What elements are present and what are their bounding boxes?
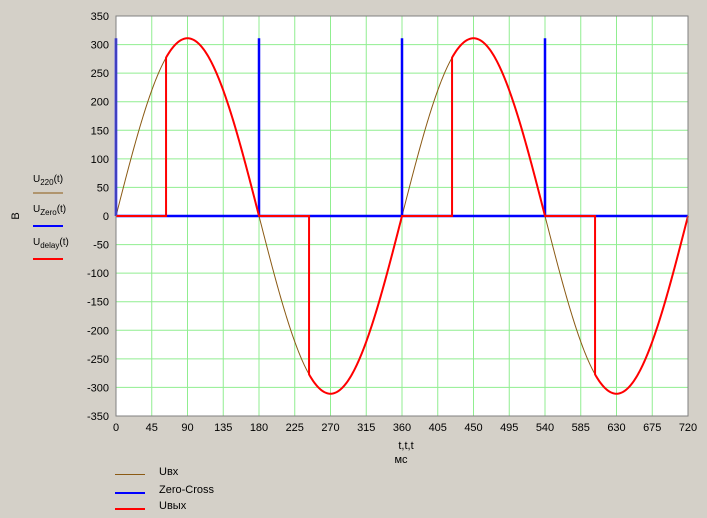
x-axis-label: t,t,t xyxy=(398,440,413,452)
y-tick-label: 350 xyxy=(91,11,109,23)
y-tick-label: 200 xyxy=(91,97,109,109)
y-tick-label: 250 xyxy=(91,68,109,80)
legend-swatch-uvx xyxy=(115,474,145,475)
x-tick-label: 270 xyxy=(321,422,339,434)
y-tick-label: -250 xyxy=(87,354,109,366)
legend-label-zero-cross: Zero-Cross xyxy=(159,484,215,496)
legend-swatch-uvyx xyxy=(115,508,145,510)
x-tick-label: 405 xyxy=(429,422,447,434)
x-tick-label: 45 xyxy=(146,422,158,434)
x-tick-label: 585 xyxy=(572,422,590,434)
x-tick-label: 135 xyxy=(214,422,232,434)
x-tick-label: 180 xyxy=(250,422,268,434)
y-tick-label: -150 xyxy=(87,297,109,309)
svg-text:Udelay(t): Udelay(t) xyxy=(33,237,69,250)
x-axis-unit: мс xyxy=(394,454,408,466)
y-tick-label: -300 xyxy=(87,382,109,394)
x-tick-label: 360 xyxy=(393,422,411,434)
y-tick-label: 0 xyxy=(103,211,109,223)
y-tick-label: 150 xyxy=(91,125,109,137)
y-expr-uzero: UZero(t) xyxy=(33,204,66,227)
y-tick-label: 50 xyxy=(97,182,109,194)
x-tick-label: 675 xyxy=(643,422,661,434)
y-tick-label: -100 xyxy=(87,268,109,280)
svg-text:U220(t): U220(t) xyxy=(33,174,63,187)
x-tick-label: 90 xyxy=(181,422,193,434)
y-tick-label: -350 xyxy=(87,411,109,423)
legend-swatch-zero-cross xyxy=(115,492,145,494)
legend-label-uvyx: Uвых xyxy=(159,500,187,512)
y-axis-expression-stack: U220(t) UZero(t) Udelay(t) xyxy=(33,174,69,260)
y-tick-labels: 350 300 250 200 150 100 50 0 -50 -100 -150 -200 -250… xyxy=(87,11,109,423)
x-tick-label: 630 xyxy=(607,422,625,434)
x-tick-label: 315 xyxy=(357,422,375,434)
y-tick-label: 300 xyxy=(91,40,109,52)
series-uvyx-line xyxy=(116,37,689,395)
x-tick-label: 0 xyxy=(113,422,119,434)
x-tick-label: 225 xyxy=(286,422,304,434)
plot-border xyxy=(115,15,689,417)
y-tick-label: -200 xyxy=(87,325,109,337)
legend-label-uvx: Uвх xyxy=(159,466,179,478)
x-tick-label: 540 xyxy=(536,422,554,434)
x-tick-label: 720 xyxy=(679,422,697,434)
y-expr-u220: U220(t) xyxy=(33,174,63,194)
x-tick-label: 495 xyxy=(500,422,518,434)
y-axis-unit: В xyxy=(10,212,22,219)
x-tick-label: 450 xyxy=(464,422,482,434)
y-expr-udelay: Udelay(t) xyxy=(33,237,69,260)
x-tick-labels: 0 45 90 135 180 225 270 315 360 405 450 495 540 585 63… xyxy=(113,422,697,434)
y-tick-label: 100 xyxy=(91,154,109,166)
svg-text:UZero(t): UZero(t) xyxy=(33,204,66,217)
y-tick-label: -50 xyxy=(93,240,109,252)
